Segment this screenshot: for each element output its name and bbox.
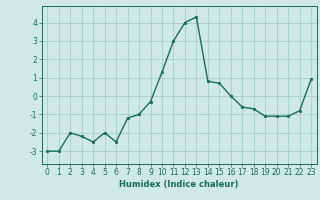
X-axis label: Humidex (Indice chaleur): Humidex (Indice chaleur) xyxy=(119,180,239,189)
